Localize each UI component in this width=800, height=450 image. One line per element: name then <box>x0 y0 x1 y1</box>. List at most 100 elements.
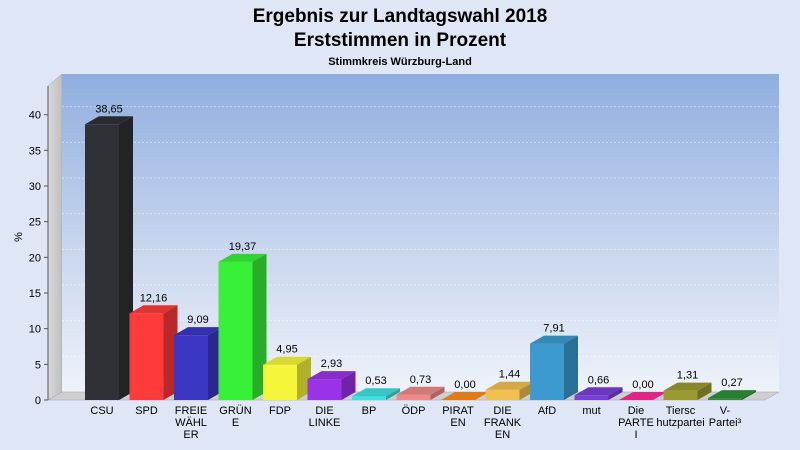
bar-front <box>85 124 119 401</box>
category-label: BP <box>362 405 377 417</box>
bar-top <box>485 381 534 390</box>
category-label-line: E <box>232 417 239 429</box>
bar-10: 7,91 <box>530 323 578 400</box>
data-label: 1,31 <box>677 370 698 382</box>
bar-side <box>564 335 578 400</box>
data-label: 7,91 <box>543 323 564 335</box>
data-label: 0,73 <box>410 374 431 386</box>
y-tick-label: 15 <box>29 288 41 300</box>
category-label: PIRAT EN <box>442 405 474 429</box>
category-label: CSU <box>90 405 113 417</box>
category-label-line: Tiersc <box>666 405 696 417</box>
chart-subtitle: Erststimmen in Prozent <box>294 30 507 51</box>
bar-top <box>174 327 222 336</box>
bar-front <box>485 389 520 400</box>
bar-front <box>174 335 208 400</box>
bar-3: 19,37 <box>218 241 267 400</box>
bar-top <box>129 305 178 314</box>
bar-top <box>396 386 445 395</box>
category-label-line: AfD <box>538 405 556 417</box>
category-label: FREIE WÄHL ER <box>175 405 207 441</box>
bar-side <box>252 253 267 400</box>
category-label: SPD <box>135 405 158 417</box>
category-label: DIE LINKE <box>309 405 341 429</box>
category-label-line: SPD <box>135 405 158 417</box>
bar-top <box>307 371 356 380</box>
bar-14: 0,27 <box>708 377 756 400</box>
category-label: DIE FRANK EN <box>484 405 522 441</box>
category-label: ÖDP <box>402 405 426 417</box>
category-label: GRÜN E <box>219 405 251 429</box>
bar-6: 0,53 <box>352 375 400 400</box>
bar-front <box>708 398 742 400</box>
chart-title: Ergebnis zur Landtagswahl 2018 <box>253 6 548 27</box>
category-label: Tiersc hutzpartei <box>656 405 704 429</box>
category-label: AfD <box>538 405 556 417</box>
bar-side <box>742 390 756 400</box>
y-tick-label: 20 <box>29 252 41 264</box>
y-tick-label: 40 <box>29 110 41 122</box>
x-axis: CSU SPD FREIE WÄHL ER GRÜN E FDP DIE LINKE BP ÖDP PI… <box>90 405 741 441</box>
y-tick-label: 10 <box>29 324 41 336</box>
bar-7: 0,73 <box>396 374 445 400</box>
data-label: 0,00 <box>454 379 475 391</box>
y-tick-label: 25 <box>29 217 41 229</box>
bar-12: 0,00 <box>619 379 667 401</box>
category-label-line: EN <box>450 417 465 429</box>
data-label: 12,16 <box>140 292 168 304</box>
category-label-line: FREIE <box>175 405 207 417</box>
bar-top <box>218 253 267 262</box>
category-label-line: WÄHL <box>175 417 207 429</box>
y-axis: 0 5 10 15 20 25 30 35 40 <box>29 86 49 407</box>
bar-front <box>263 364 297 400</box>
data-label: 1,44 <box>499 369 520 381</box>
data-label: 0,66 <box>588 374 609 386</box>
category-label-line: FDP <box>269 405 291 417</box>
data-label: 0,53 <box>365 375 386 387</box>
bar-front <box>663 390 698 400</box>
bar-front <box>574 395 609 400</box>
y-tick-label: 0 <box>35 395 41 407</box>
bar-side <box>341 371 356 400</box>
data-label: 19,37 <box>229 241 257 253</box>
bar-top <box>441 392 489 400</box>
chart-region: Stimmkreis Würzburg-Land <box>328 56 472 68</box>
y-tick-label: 5 <box>35 359 41 371</box>
category-label-line: I <box>634 429 637 441</box>
data-label: 9,09 <box>187 314 208 326</box>
bar-top <box>708 390 756 399</box>
bar-1: 12,16 <box>129 292 178 400</box>
category-label: FDP <box>269 405 291 417</box>
gridlines <box>62 106 779 357</box>
category-label: mut <box>582 405 600 417</box>
bar-front <box>129 313 164 400</box>
bar-front <box>352 396 386 400</box>
bar-side <box>697 382 712 400</box>
category-label-line: CSU <box>90 405 113 417</box>
bar-side <box>430 386 445 400</box>
y-axis-label: % <box>13 232 25 242</box>
category-label-line: DIE <box>315 405 333 417</box>
data-label: 38,65 <box>95 103 123 115</box>
category-label: Die PARTE I <box>618 405 654 441</box>
bar-front <box>396 394 431 400</box>
bar-0: 38,65 <box>85 103 133 401</box>
category-label-line: LINKE <box>309 417 341 429</box>
category-label-line: PIRAT <box>442 405 474 417</box>
category-label-line: PARTE <box>618 417 654 429</box>
category-label-line: mut <box>582 405 600 417</box>
plot-side-wall <box>47 73 63 401</box>
bar-front <box>307 379 342 400</box>
bar-side <box>608 387 623 400</box>
bar-top <box>619 392 667 400</box>
category-label-line: V- <box>720 405 731 417</box>
bar-top <box>85 116 133 125</box>
category-label-line: hutzpartei <box>656 417 704 429</box>
data-label: 0,00 <box>632 379 653 391</box>
category-label-line: Partei³ <box>709 417 742 429</box>
bars: 38,65 12,16 9,09 19,37 4,95 2,93 0,53 0,73 0,00 1… <box>85 103 756 401</box>
data-label: 0,27 <box>721 377 742 389</box>
bar-side <box>386 388 400 400</box>
bar-top <box>663 382 712 391</box>
